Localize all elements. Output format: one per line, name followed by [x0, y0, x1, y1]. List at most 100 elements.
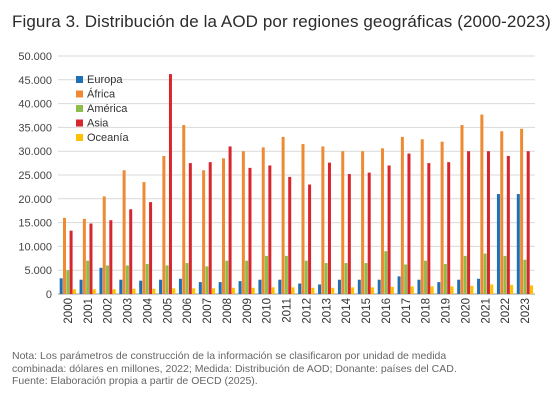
- bar-américa: [265, 255, 269, 294]
- x-tick-label: 2006: [182, 298, 194, 324]
- bar-europa: [457, 279, 461, 294]
- bar-áfrica: [520, 128, 524, 294]
- bar-oceanía: [450, 286, 454, 294]
- bar-áfrica: [321, 146, 325, 294]
- bar-oceanía: [271, 287, 275, 294]
- legend: Europa África América Asia Oceanía: [76, 74, 129, 144]
- bar-oceanía: [251, 287, 255, 294]
- y-tick-label: 10.000: [18, 241, 52, 253]
- legend-label: Asia: [87, 118, 109, 130]
- legend-label: Oceanía: [87, 132, 129, 144]
- bar-américa: [86, 260, 90, 294]
- figure-notes: Nota: Los parámetros de construcción de …: [12, 350, 548, 388]
- x-tick-label: 2021: [480, 298, 492, 324]
- legend-swatch: [76, 134, 83, 141]
- bar-europa: [477, 278, 481, 294]
- y-tick-label: 15.000: [18, 218, 52, 230]
- bar-américa: [185, 263, 189, 294]
- bar-asia: [387, 165, 391, 294]
- bar-áfrica: [202, 170, 206, 294]
- bar-europa: [79, 279, 83, 294]
- bar-áfrica: [420, 139, 424, 294]
- x-tick-label: 2007: [202, 298, 214, 324]
- bar-europa: [99, 267, 103, 294]
- bar-oceanía: [291, 287, 295, 294]
- bar-asia: [149, 202, 153, 294]
- bar-áfrica: [221, 158, 225, 294]
- y-tick-label: 0: [46, 289, 52, 301]
- x-tick-label: 2000: [63, 298, 75, 324]
- legend-swatch: [76, 119, 83, 127]
- bar-asia: [308, 184, 312, 294]
- bar-asia: [367, 172, 371, 294]
- bar-oceanía: [172, 288, 176, 294]
- bar-áfrica: [460, 125, 464, 295]
- legend-swatch: [76, 90, 83, 98]
- bar-américa: [324, 263, 328, 294]
- bar-europa: [139, 280, 143, 294]
- bar-europa: [437, 282, 441, 294]
- bar-europa: [258, 279, 262, 294]
- bar-américa: [483, 253, 487, 294]
- bar-oceanía: [331, 287, 335, 294]
- bar-áfrica: [182, 125, 186, 295]
- x-tick-label: 2022: [500, 298, 512, 324]
- y-tick-label: 35.000: [18, 122, 52, 134]
- legend-swatch: [76, 76, 83, 83]
- bar-europa: [397, 276, 401, 294]
- bar-asia: [407, 153, 411, 294]
- x-tick-label: 2009: [242, 298, 254, 324]
- bar-áfrica: [361, 151, 365, 294]
- x-tick-label: 2004: [142, 297, 154, 323]
- bar-europa: [198, 282, 202, 294]
- y-tick-label: 45.000: [18, 75, 52, 87]
- bar-europa: [337, 279, 341, 294]
- bar-américa: [106, 265, 110, 294]
- bar-oceanía: [192, 288, 196, 294]
- bar-américa: [404, 264, 408, 294]
- bar-oceanía: [530, 285, 534, 294]
- bar-américa: [225, 260, 229, 294]
- bar-asia: [486, 151, 490, 294]
- bar-oceanía: [410, 286, 414, 294]
- bar-europa: [377, 279, 381, 294]
- bar-áfrica: [301, 144, 305, 294]
- bar-oceanía: [430, 286, 434, 294]
- bar-áfrica: [62, 217, 66, 294]
- x-tick-label: 2018: [421, 298, 433, 324]
- bar-europa: [516, 194, 520, 294]
- bar-asia: [526, 151, 530, 294]
- bar-oceanía: [351, 287, 355, 294]
- bar-áfrica: [142, 182, 146, 294]
- x-tick-label: 2017: [401, 298, 413, 324]
- bar-áfrica: [341, 151, 345, 294]
- x-tick-label: 2015: [361, 298, 373, 324]
- source-line: Fuente: Elaboración propia a partir de O…: [12, 375, 258, 387]
- bar-áfrica: [380, 148, 384, 294]
- bar-europa: [119, 279, 123, 294]
- bar-asia: [188, 163, 192, 294]
- bar-asia: [506, 155, 510, 294]
- bar-europa: [218, 282, 222, 294]
- bars-group: [59, 74, 534, 295]
- bar-oceanía: [510, 284, 514, 294]
- legend-swatch: [76, 105, 83, 112]
- bar-oceanía: [72, 289, 76, 294]
- bar-américa: [523, 259, 527, 294]
- bar-oceanía: [470, 285, 474, 294]
- x-tick-label: 2008: [222, 298, 234, 324]
- y-tick-label: 25.000: [18, 170, 52, 182]
- legend-label: Europa: [87, 74, 123, 86]
- x-axis: 2000 2001 2002 2003 2004 2005 2006 2007 2008 2009…: [63, 297, 532, 323]
- bar-américa: [125, 265, 129, 294]
- bar-américa: [364, 263, 368, 294]
- x-tick-label: 2019: [441, 298, 453, 324]
- bar-europa: [178, 278, 182, 294]
- y-tick-label: 30.000: [18, 146, 52, 158]
- bar-áfrica: [102, 196, 106, 294]
- bar-áfrica: [480, 114, 484, 294]
- x-tick-label: 2013: [321, 298, 333, 324]
- y-tick-label: 40.000: [18, 99, 52, 111]
- bar-europa: [318, 284, 322, 294]
